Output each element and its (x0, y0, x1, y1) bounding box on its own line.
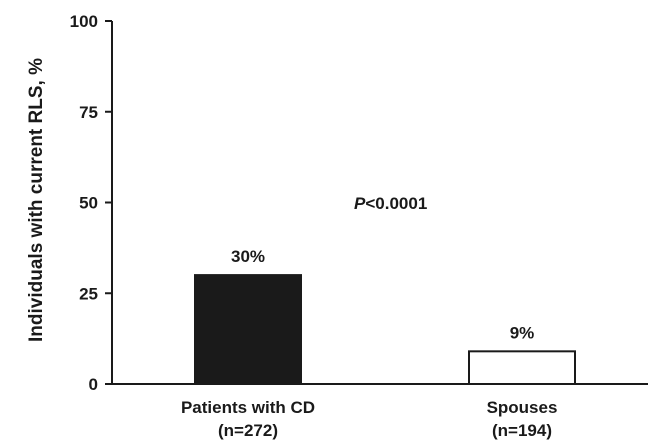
bar-value-label: 30% (231, 247, 265, 266)
y-tick-label: 100 (70, 12, 98, 31)
p-value-annotation: P<0.0001 (354, 194, 427, 213)
y-tick-label: 25 (79, 284, 98, 303)
bar-1 (468, 350, 576, 385)
bar-0 (194, 274, 302, 386)
y-axis-ticks: 0 25 50 75 100 (70, 12, 112, 394)
category-sample-size: (n=194) (492, 421, 552, 440)
category-label: Patients with CD (181, 398, 315, 417)
category-labels: Patients with CD (n=272) Spouses (n=194) (181, 398, 557, 440)
y-tick-label: 75 (79, 103, 98, 122)
p-value-italic: P (354, 194, 366, 213)
y-tick-label: 0 (89, 375, 98, 394)
y-axis-label: Individuals with current RLS, % (26, 58, 47, 342)
bar-value-label: 9% (510, 323, 535, 342)
bars: 30% 9% (194, 247, 576, 386)
y-tick-label: 50 (79, 194, 98, 213)
category-sample-size: (n=272) (218, 421, 278, 440)
p-value-text: <0.0001 (365, 194, 427, 213)
category-label: Spouses (487, 398, 558, 417)
